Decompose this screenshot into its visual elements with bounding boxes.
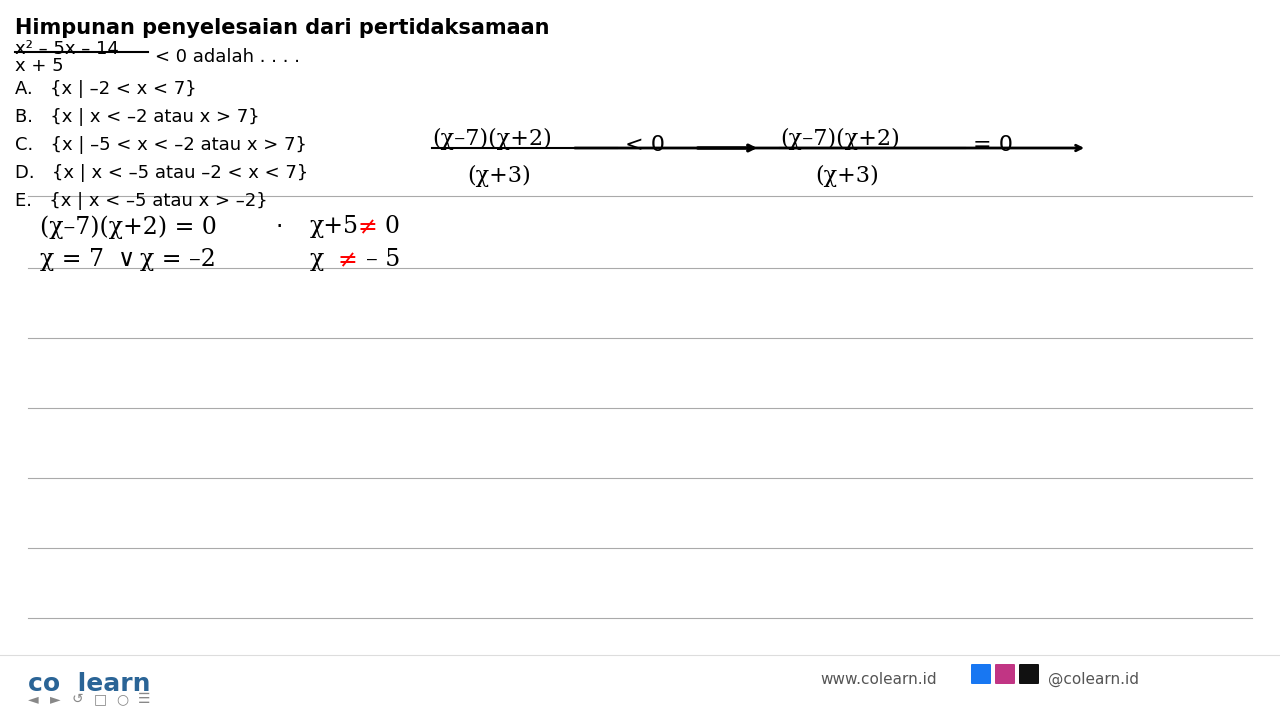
- Text: ·: ·: [275, 215, 283, 239]
- Text: f: f: [978, 667, 984, 680]
- Text: ►: ►: [50, 692, 60, 706]
- Text: χ = –2: χ = –2: [140, 248, 216, 271]
- Text: co  learn: co learn: [28, 672, 151, 696]
- Text: B.   {x | x < –2 atau x > 7}: B. {x | x < –2 atau x > 7}: [15, 108, 260, 126]
- Text: A.   {x | –2 < x < 7}: A. {x | –2 < x < 7}: [15, 80, 197, 98]
- Text: ☰: ☰: [138, 692, 151, 706]
- Text: < 0 adalah . . . .: < 0 adalah . . . .: [155, 48, 300, 66]
- FancyBboxPatch shape: [972, 664, 991, 684]
- Text: d: d: [1024, 667, 1033, 680]
- Text: □: □: [93, 692, 108, 706]
- Text: ≠: ≠: [357, 215, 376, 239]
- Text: C.   {x | –5 < x < –2 atau x > 7}: C. {x | –5 < x < –2 atau x > 7}: [15, 136, 307, 154]
- Text: ◄: ◄: [28, 692, 38, 706]
- Text: www.colearn.id: www.colearn.id: [820, 672, 937, 687]
- Text: ∨: ∨: [118, 248, 136, 271]
- FancyBboxPatch shape: [1019, 664, 1039, 684]
- Text: χ: χ: [310, 248, 324, 271]
- Text: D.   {x | x < –5 atau –2 < x < 7}: D. {x | x < –5 atau –2 < x < 7}: [15, 164, 308, 182]
- Text: x² – 5x – 14: x² – 5x – 14: [15, 40, 119, 58]
- Text: (χ–7)(χ+2): (χ–7)(χ+2): [433, 128, 552, 150]
- Text: ○: ○: [116, 692, 128, 706]
- Text: @colearn.id: @colearn.id: [1048, 672, 1139, 687]
- Text: (χ–7)(χ+2): (χ–7)(χ+2): [780, 128, 900, 150]
- Text: < 0: < 0: [625, 135, 666, 155]
- Text: ↺: ↺: [72, 692, 83, 706]
- Text: Himpunan penyelesaian dari pertidaksamaan: Himpunan penyelesaian dari pertidaksamaa…: [15, 18, 549, 38]
- Text: (χ–7)(χ+2) = 0: (χ–7)(χ+2) = 0: [40, 215, 216, 238]
- Text: 0: 0: [385, 215, 399, 238]
- Text: = 0: = 0: [973, 135, 1012, 155]
- Text: E.   {x | x < –5 atau x > –2}: E. {x | x < –5 atau x > –2}: [15, 192, 268, 210]
- Text: χ = 7: χ = 7: [40, 248, 104, 271]
- Text: – 5: – 5: [366, 248, 401, 271]
- Text: χ+5: χ+5: [310, 215, 358, 238]
- Text: x + 5: x + 5: [15, 57, 64, 75]
- Text: (χ+3): (χ+3): [815, 165, 879, 187]
- Text: (χ+3): (χ+3): [467, 165, 531, 187]
- Text: □: □: [1000, 667, 1011, 680]
- Text: ≠: ≠: [338, 248, 357, 272]
- FancyBboxPatch shape: [995, 664, 1015, 684]
